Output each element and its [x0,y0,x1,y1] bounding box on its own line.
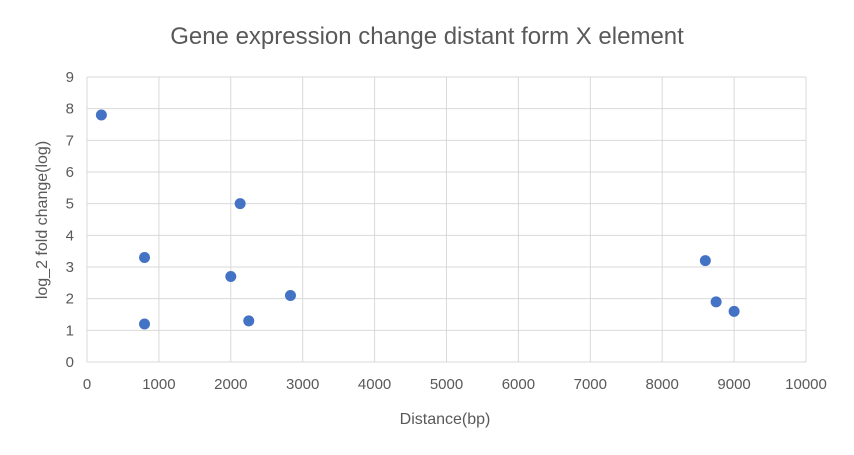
data-point [243,315,255,327]
y-axis-label: log_2 fold change(log) [34,141,51,299]
y-tick-label: 7 [66,132,74,149]
data-point [225,271,237,282]
y-tick-label: 6 [66,164,74,181]
data-point [284,290,296,301]
x-tick-label: 6000 [502,376,535,393]
x-tick-label: 10000 [785,376,827,393]
x-tick-label: 9000 [717,376,750,393]
x-tick-label: 7000 [574,376,607,393]
y-tick-label: 4 [66,227,74,244]
data-point [139,318,151,330]
data-point [699,255,711,267]
x-tick-label: 4000 [358,376,391,393]
data-point [139,252,151,263]
data-point [728,305,740,317]
x-tick-label: 1000 [142,376,175,393]
y-tick-label: 5 [66,196,74,213]
data-point [234,198,246,210]
x-tick-label: 5000 [430,376,463,393]
x-axis-ticks: 0 1000 2000 3000 4000 5000 6000 7000 8000 9000 100… [83,376,827,393]
x-tick-label: 0 [83,376,91,393]
x-axis-label: Distance(bp) [400,411,491,428]
chart-title: Gene expression change distant form X el… [170,23,684,50]
y-tick-label: 8 [66,101,74,118]
data-point [95,109,107,121]
y-tick-label: 1 [66,322,74,339]
gridlines [86,76,807,363]
y-tick-label: 2 [66,291,74,308]
y-axis-ticks: 0 1 2 3 4 5 6 7 8 9 [66,69,74,371]
y-tick-label: 9 [66,69,74,86]
data-points [95,109,740,330]
y-tick-label: 3 [66,259,74,276]
x-tick-label: 8000 [646,376,679,393]
y-tick-label: 0 [66,354,74,371]
data-point [710,296,722,308]
x-tick-label: 2000 [214,376,247,393]
x-tick-label: 3000 [286,376,319,393]
